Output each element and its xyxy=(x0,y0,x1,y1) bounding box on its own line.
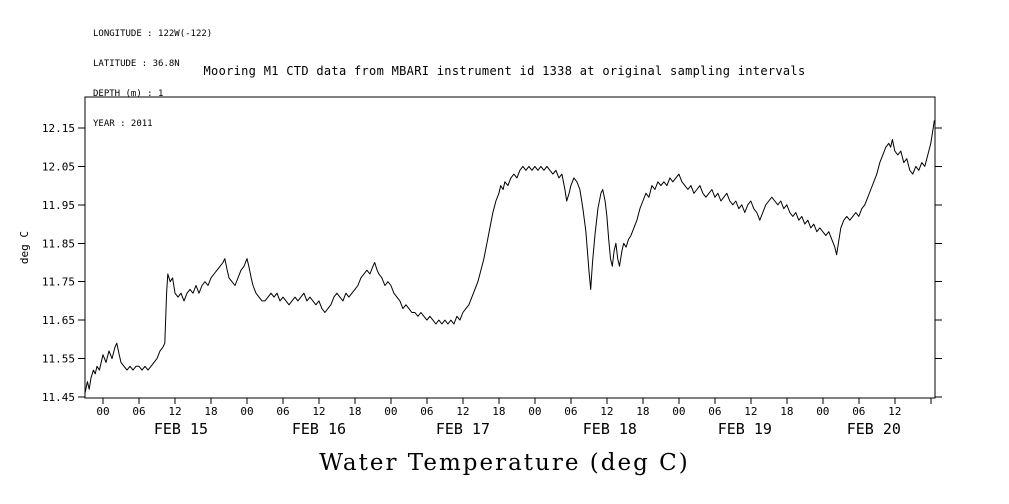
metadata-depth: DEPTH (m) : 1 xyxy=(93,89,164,99)
metadata-year: YEAR : 2011 xyxy=(93,119,153,129)
x-tick-label: 00 xyxy=(528,405,541,418)
x-tick-label: 18 xyxy=(204,405,217,418)
x-tick-label: 12 xyxy=(744,405,757,418)
chart-title: Mooring M1 CTD data from MBARI instrumen… xyxy=(203,64,806,78)
x-tick-label: 00 xyxy=(816,405,829,418)
y-axis-title: deg C xyxy=(18,231,31,264)
x-day-label: FEB 20 xyxy=(847,420,901,438)
x-day-label: FEB 17 xyxy=(436,420,490,438)
x-tick-label: 00 xyxy=(672,405,685,418)
x-tick-label: 12 xyxy=(888,405,901,418)
x-day-label: FEB 15 xyxy=(154,420,208,438)
y-tick-label: 11.95 xyxy=(42,199,75,212)
y-tick-label: 11.65 xyxy=(42,314,75,327)
y-tick-label: 11.45 xyxy=(42,391,75,404)
y-tick-label: 12.05 xyxy=(42,160,75,173)
x-tick-label: 18 xyxy=(492,405,505,418)
y-tick-label: 11.85 xyxy=(42,237,75,250)
x-day-label: FEB 18 xyxy=(583,420,637,438)
metadata-latitude: LATITUDE : 36.8N xyxy=(93,59,180,69)
x-tick-label: 18 xyxy=(636,405,649,418)
x-tick-label: 00 xyxy=(96,405,109,418)
y-tick-label: 11.55 xyxy=(42,353,75,366)
x-tick-label: 12 xyxy=(168,405,181,418)
x-tick-label: 00 xyxy=(240,405,253,418)
x-tick-label: 12 xyxy=(456,405,469,418)
x-day-label: FEB 19 xyxy=(718,420,772,438)
plot-border xyxy=(84,96,936,399)
x-tick-label: 12 xyxy=(312,405,325,418)
metadata-block: LONGITUDE : 122W(-122) LATITUDE : 36.8N … xyxy=(93,9,212,139)
x-tick-label: 18 xyxy=(780,405,793,418)
y-tick-label: 12.15 xyxy=(42,122,75,135)
x-tick-label: 06 xyxy=(276,405,289,418)
x-tick-label: 12 xyxy=(600,405,613,418)
x-axis-title: Water Temperature (deg C) xyxy=(319,450,690,476)
x-tick-label: 06 xyxy=(132,405,145,418)
x-day-label: FEB 16 xyxy=(292,420,346,438)
x-tick-label: 06 xyxy=(564,405,577,418)
metadata-longitude: LONGITUDE : 122W(-122) xyxy=(93,29,213,39)
x-tick-label: 06 xyxy=(852,405,865,418)
x-tick-label: 06 xyxy=(420,405,433,418)
y-tick-label: 11.75 xyxy=(42,276,75,289)
x-tick-label: 06 xyxy=(708,405,721,418)
temperature-line xyxy=(84,120,935,394)
x-tick-label: 00 xyxy=(384,405,397,418)
x-tick-label: 18 xyxy=(348,405,361,418)
